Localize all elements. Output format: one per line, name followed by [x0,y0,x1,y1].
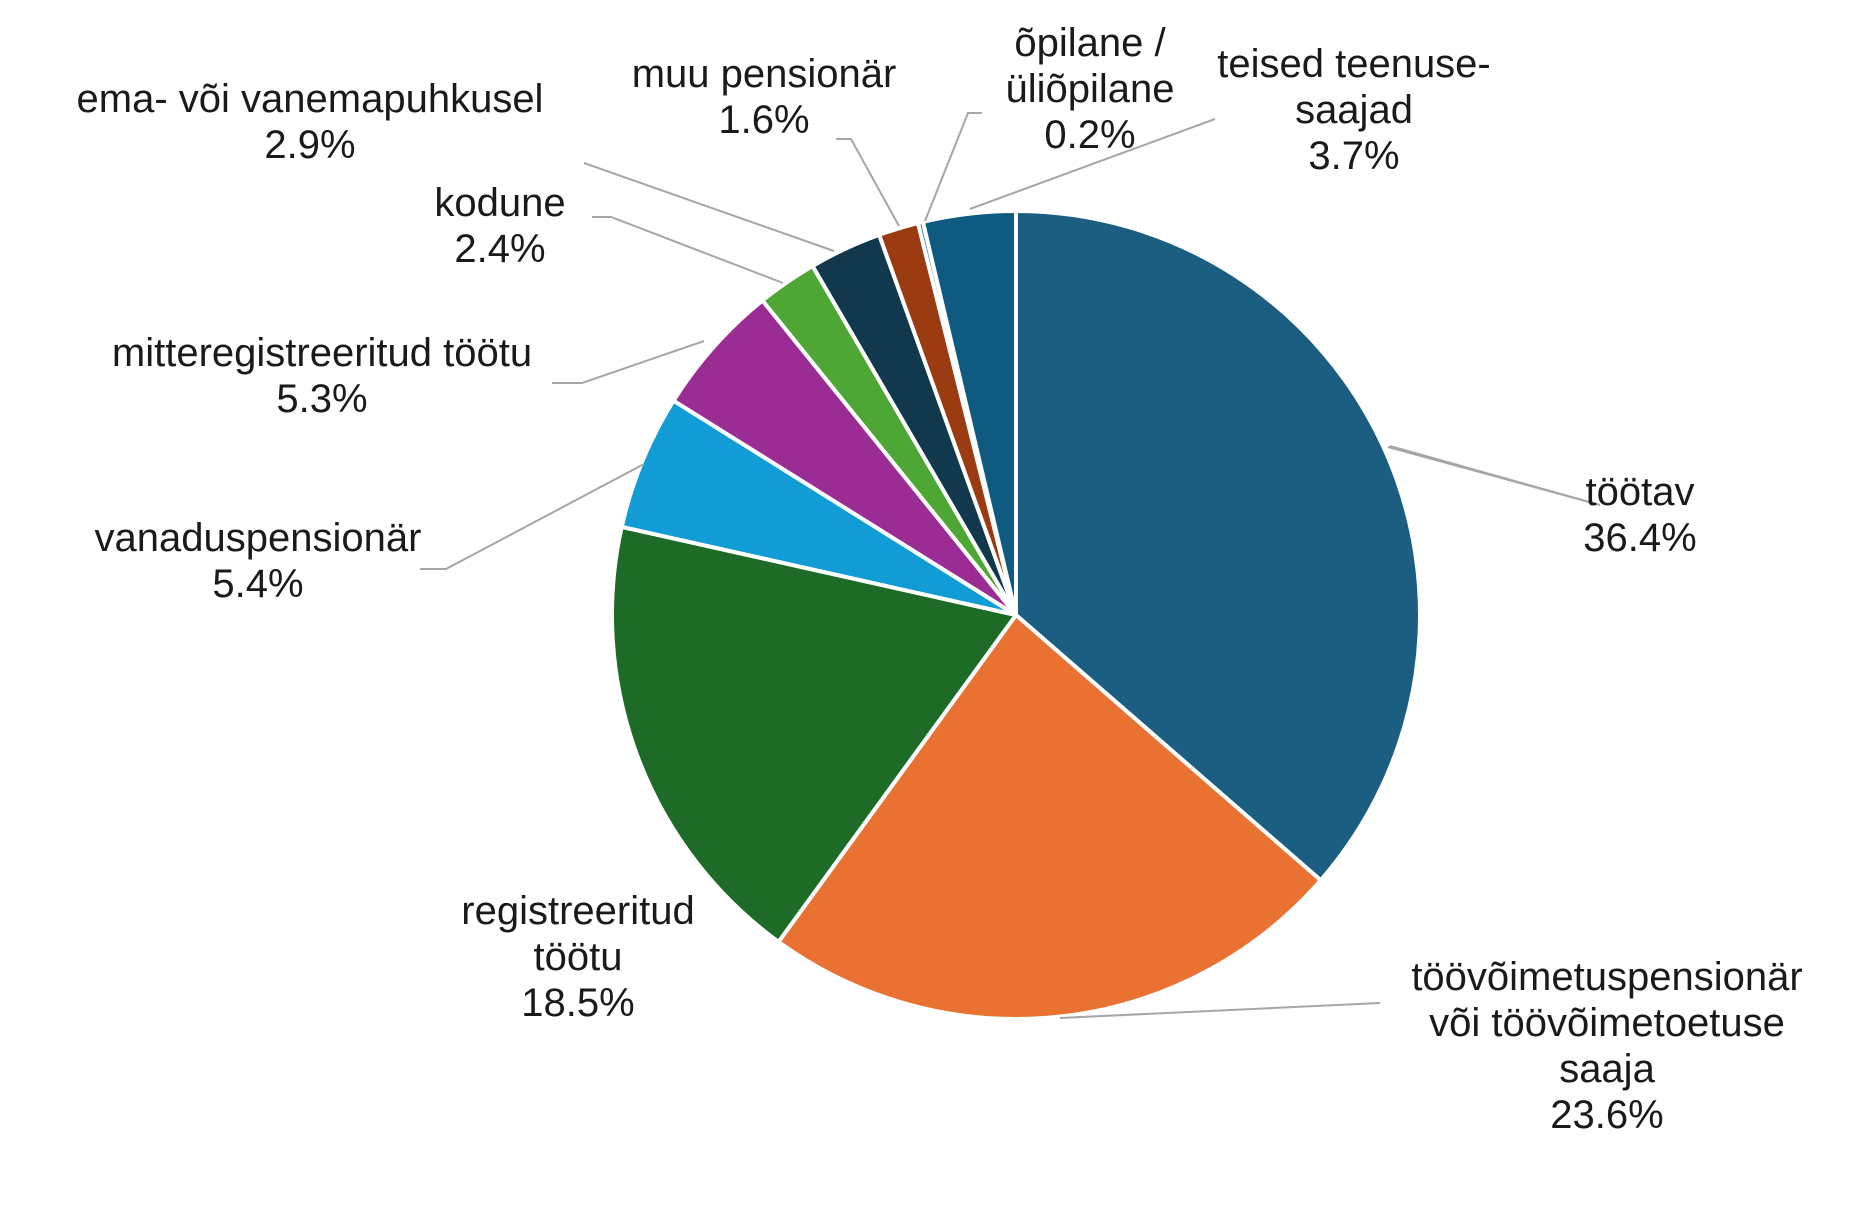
slice-label: töövõimetuspensionär või töövõimetoetuse s… [1411,955,1802,1137]
slice-category-label: kodune [434,181,565,225]
slice-category-label: saajad [1295,88,1413,132]
slice-category-label: teised teenuse- [1217,42,1491,86]
leader-line [924,112,982,222]
slice-label: õpilane / üliõpilane 0.2% [1005,21,1174,157]
slice-value-label: 5.4% [212,562,303,606]
leader-line [592,216,784,284]
slice-value-label: 23.6% [1550,1093,1663,1137]
slice-label: muu pensionär 1.6% [632,52,897,142]
pie-slice [1014,209,1422,883]
slice-category-label: või töövõimetoetuse [1429,1001,1785,1045]
pie-slice [671,298,1018,617]
slice-category-label: üliõpilane [1005,67,1174,111]
slice-category-label: muu pensionär [632,52,897,96]
slice-labels: töötav 36.4% töövõimetuspensionär või töövõ… [77,21,1803,1137]
slice-category-label: ema- või vanemapuhkusel [77,77,544,121]
leader-lines [420,112,1601,1019]
pie-slice [610,524,1018,944]
pie-slice [920,209,1018,617]
slice-category-label: töötav [1586,470,1695,514]
leader-line [1059,1002,1381,1019]
slice-label: vanaduspensionär 5.4% [95,516,422,606]
slice-label: ema- või vanemapuhkusel 2.9% [77,77,544,167]
slice-value-label: 5.3% [276,377,367,421]
slice-label: kodune 2.4% [434,181,565,271]
slice-value-label: 36.4% [1583,516,1696,560]
slice-category-label: mitteregistreeritud töötu [112,331,532,375]
slice-category-label: registreeritud [461,889,694,933]
slice-value-label: 2.4% [454,227,545,271]
slice-label: registreeritud töötu 18.5% [461,889,694,1025]
slice-value-label: 2.9% [264,123,355,167]
slice-category-label: töötu [534,935,623,979]
slice-value-label: 1.6% [718,98,809,142]
slice-category-label: töövõimetuspensionär [1411,955,1802,999]
slice-value-label: 0.2% [1044,113,1135,157]
slice-category-label: saaja [1559,1047,1655,1091]
pie-slices [610,209,1422,1021]
leader-line [420,463,645,570]
leader-line [583,162,835,252]
pie-slice [619,398,1018,617]
slice-label: teised teenuse-saajad 3.7% [1217,42,1491,178]
leader-line [969,118,1216,210]
slice-label: töötav 36.4% [1583,470,1696,560]
leader-line [836,138,900,227]
pie-slice [776,613,1323,1021]
slice-category-label: õpilane / [1014,21,1166,65]
slice-value-label: 18.5% [521,981,634,1025]
slice-category-label: vanaduspensionär [95,516,422,560]
slice-value-label: 3.7% [1308,134,1399,178]
leader-line [552,340,705,384]
leader-line [1387,445,1601,506]
slice-label: mitteregistreeritud töötu 5.3% [112,331,532,421]
